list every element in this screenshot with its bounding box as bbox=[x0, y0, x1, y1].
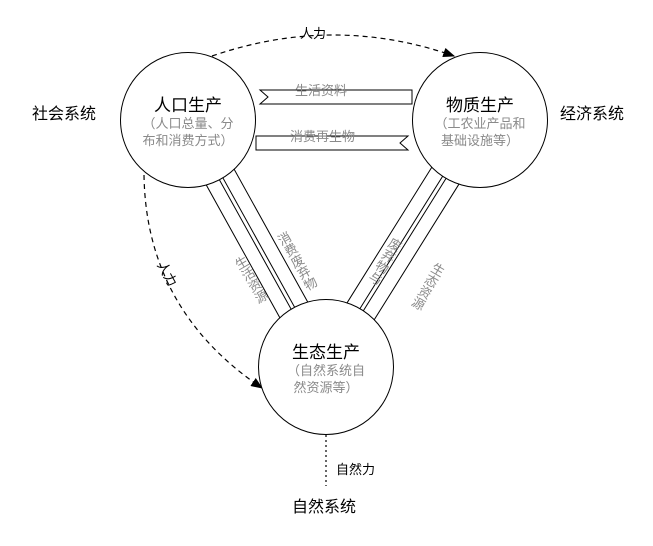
edge-label-xiaofeizaishengwu: 消费再生物 bbox=[290, 126, 355, 145]
node-sub: 布和消费方式） bbox=[142, 133, 233, 150]
edge-label-shenghuoziliao: 生活资料 bbox=[295, 80, 347, 99]
node-title: 人口生产 bbox=[154, 91, 222, 116]
node-sub: 基础设施等） bbox=[441, 133, 519, 150]
diagram-canvas: 人口生产 （人口总量、分 布和消费方式） 物质生产 （工农业产品和 基础设施等）… bbox=[0, 0, 653, 541]
edge-pop-mat-dashed bbox=[212, 35, 454, 56]
edge-label-renli-top: 人力 bbox=[300, 23, 326, 42]
label-economic-system: 经济系统 bbox=[560, 100, 624, 124]
node-sub: 然资源等） bbox=[293, 380, 358, 397]
node-sub: （自然系统自 bbox=[287, 363, 365, 380]
node-population: 人口生产 （人口总量、分 布和消费方式） bbox=[120, 52, 256, 188]
label-social-system: 社会系统 bbox=[32, 100, 96, 124]
node-sub: （人口总量、分 bbox=[142, 116, 233, 133]
node-sub: （工农业产品和 bbox=[434, 116, 525, 133]
node-title: 物质生产 bbox=[446, 91, 514, 116]
edge-label-ziranli: 自然力 bbox=[336, 459, 375, 478]
node-ecology: 生态生产 （自然系统自 然资源等） bbox=[258, 299, 394, 435]
node-material: 物质生产 （工农业产品和 基础设施等） bbox=[412, 52, 548, 188]
label-nature-system: 自然系统 bbox=[292, 493, 356, 517]
node-title: 生态生产 bbox=[292, 338, 360, 363]
